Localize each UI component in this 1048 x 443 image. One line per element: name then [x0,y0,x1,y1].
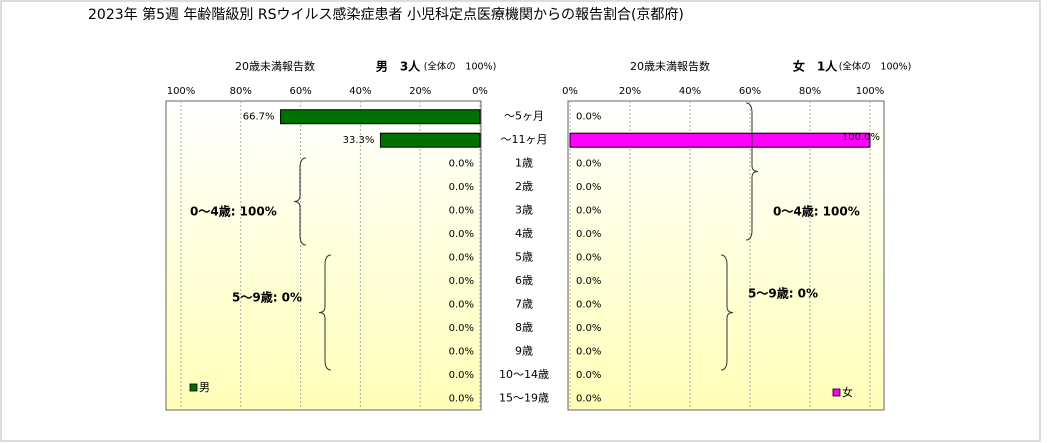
brace [293,157,307,246]
category-label: 9歳 [515,344,533,357]
x-tick-label: 0% [472,86,488,97]
panel-subtitle: 20歳未満報告数 [235,60,315,73]
value-label: 66.7% [243,112,275,123]
panel-share: (全体の 100%) [839,61,912,73]
x-tick-label: 80% [230,86,252,97]
category-label: ～11ヶ月 [501,133,548,146]
category-label: 8歳 [515,321,533,334]
x-tick-label: 20% [409,86,431,97]
value-label: 0.0% [449,276,474,287]
category-label: 10～14歳 [499,368,549,381]
value-label: 0.0% [449,299,474,310]
value-label: 0.0% [449,182,474,193]
category-label: 4歳 [515,227,533,240]
x-tick-label: 60% [289,86,311,97]
x-tick-label: 20% [619,86,641,97]
brace [318,254,332,371]
bar [280,109,481,125]
value-label: 0.0% [576,370,601,381]
plot-area [165,100,482,411]
category-label: ～5ヶ月 [504,110,544,123]
panel-share: (全体の 100%) [424,61,497,73]
annotation: 5～9歳: 0% [232,290,302,305]
value-label: 0.0% [576,299,601,310]
legend-label: 女 [842,385,853,399]
legend-swatch [189,383,198,392]
legend-swatch [832,388,841,397]
category-label: 15～19歳 [499,391,549,404]
value-label: 0.0% [449,229,474,240]
value-label: 0.0% [576,112,601,123]
bar [379,132,481,148]
x-tick-label: 40% [349,86,371,97]
value-label: 0.0% [576,323,601,334]
value-label: 0.0% [576,229,601,240]
value-label: 0.0% [576,346,601,357]
value-label: 0.0% [576,393,601,404]
category-label: 2歳 [515,180,533,193]
value-label: 0.0% [449,346,474,357]
category-label: 1歳 [515,157,533,170]
plot-area [567,100,885,411]
panel-subtitle: 20歳未満報告数 [630,60,710,73]
x-tick-label: 0% [562,86,578,97]
annotation: 5～9歳: 0% [748,286,818,301]
value-label: 0.0% [576,276,601,287]
annotation: 0～4歳: 100% [773,204,860,219]
x-tick-label: 100% [167,86,196,97]
x-tick-label: 60% [739,86,761,97]
annotation: 0～4歳: 100% [190,204,277,219]
x-tick-label: 80% [799,86,821,97]
panel-total: 女 1人 [793,59,838,74]
value-label: 0.0% [576,159,601,170]
value-label: 0.0% [449,206,474,217]
category-label: 6歳 [515,274,533,287]
value-label: 0.0% [449,323,474,334]
category-label: 5歳 [515,251,533,264]
value-label: 0.0% [449,253,474,264]
panel-total: 男 3人 [376,59,421,74]
category-label: 7歳 [515,297,533,310]
x-tick-label: 40% [679,86,701,97]
value-label: 100.0% [842,132,880,143]
value-label: 0.0% [449,159,474,170]
brace [720,254,734,371]
bar [569,132,871,148]
value-label: 0.0% [449,370,474,381]
value-label: 33.3% [343,135,375,146]
value-label: 0.0% [576,182,601,193]
x-tick-label: 100% [856,86,885,97]
legend-label: 男 [199,381,210,394]
value-label: 0.0% [576,253,601,264]
chart-title: 2023年 第5週 年齢階級別 RSウイルス感染症患者 小児科定点医療機関からの… [88,6,684,23]
brace [745,102,759,241]
category-label: 3歳 [515,204,533,217]
value-label: 0.0% [576,206,601,217]
value-label: 0.0% [449,393,474,404]
